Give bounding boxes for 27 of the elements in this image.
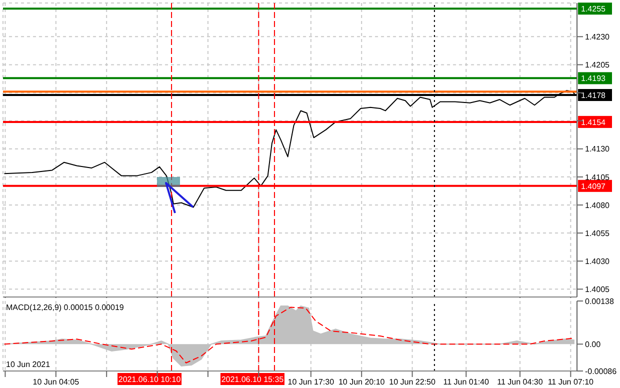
y-tick-label: 1.4080: [585, 200, 610, 210]
ref-line-label: 2021.06.10 15:35: [221, 375, 284, 384]
ref-line-label: 1.4178: [581, 91, 606, 100]
y-tick-label: 1.4030: [585, 256, 610, 266]
y-tick-label: 1.4230: [585, 32, 610, 42]
ref-line-label: 1.4193: [581, 74, 606, 84]
x-tick-label: 11 Jun 01:40: [443, 378, 490, 387]
ref-line-label: 2021.06.10 10:10: [118, 375, 182, 384]
y-tick-label: 1.4055: [585, 228, 610, 238]
y-tick-label: 1.4005: [585, 284, 610, 294]
x-tick-label: 10 Jun 22:50: [389, 378, 436, 387]
y-tick-label: 1.4205: [585, 60, 610, 70]
x-tick-label: 11 Jun 04:30: [497, 378, 544, 387]
x-tick-label: 10 Jun 20:10: [338, 378, 386, 387]
ref-line-label: 1.4097: [581, 182, 606, 191]
chart-title: MACD(12,26,9) 0.00015 0.00019: [6, 303, 124, 312]
y-tick-label: -0.00086: [585, 366, 618, 376]
ref-line-label: 1.4154: [581, 118, 606, 127]
x-tick-label: 11 Jun 07:10: [548, 378, 594, 387]
y-tick-label: 0.00: [585, 340, 602, 349]
annotation: 10 Jun 2021: [6, 360, 50, 369]
y-tick-label: 1.4130: [585, 144, 610, 154]
y-tick-label: 1.4105: [585, 172, 610, 182]
y-tick-label: 0.00138: [585, 296, 614, 306]
x-tick-label: 10 Jun 04:05: [32, 378, 80, 387]
ref-line-label: 1.4255: [581, 4, 606, 14]
x-tick-label: 10 Jun 17:30: [288, 378, 335, 387]
